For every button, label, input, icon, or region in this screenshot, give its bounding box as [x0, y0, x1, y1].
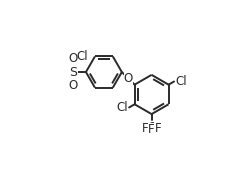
Text: Cl: Cl [77, 50, 88, 63]
Text: O: O [69, 52, 78, 65]
Text: S: S [69, 66, 77, 79]
Text: Cl: Cl [117, 101, 128, 114]
Text: O: O [69, 79, 78, 92]
Text: F: F [154, 122, 161, 135]
Text: O: O [123, 72, 133, 85]
Text: F: F [142, 122, 149, 135]
Text: F: F [148, 123, 155, 136]
Text: Cl: Cl [175, 75, 186, 88]
Text: C: C [147, 121, 156, 134]
